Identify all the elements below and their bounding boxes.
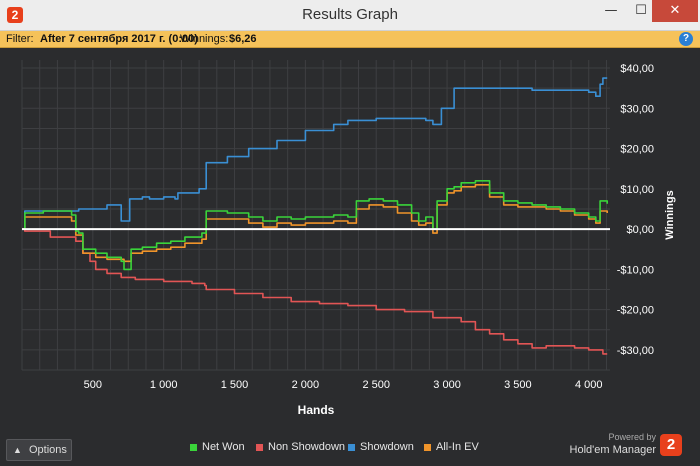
- title-bar: 2 Results Graph — ☐ ✕: [0, 0, 700, 31]
- legend-item-all-in-ev[interactable]: All-In EV: [424, 439, 479, 455]
- brand-logo: 2: [660, 434, 682, 456]
- series-line-showdown: [22, 77, 608, 230]
- filter-value: After 7 сентября 2017 г. (0:00): [40, 33, 198, 45]
- results-chart: $40,00 $30,00 $20,00 $10,00 $0,00 -$10,00 -$20…: [21, 60, 676, 417]
- series-line-non-showdown: [22, 228, 608, 355]
- y-tick-label: $10,00: [620, 184, 654, 196]
- y-tick-label: $40,00: [620, 63, 654, 75]
- x-tick-label: 500: [84, 379, 102, 391]
- legend-item-net-won[interactable]: Net Won: [190, 439, 245, 455]
- maximize-button[interactable]: ☐: [635, 3, 647, 18]
- series-lines: [22, 77, 608, 355]
- minimize-button[interactable]: —: [604, 3, 618, 18]
- winnings-label: Winnings:: [180, 33, 229, 45]
- app-icon: 2: [7, 7, 23, 23]
- y-tick-label: $30,00: [620, 103, 654, 115]
- x-axis-label: Hands: [298, 403, 335, 417]
- y-tick-label: -$10,00: [617, 264, 654, 276]
- legend-label: Non Showdown: [268, 441, 346, 453]
- legend-swatch: [256, 443, 263, 451]
- powered-by-text: Powered by: [608, 432, 656, 442]
- options-button[interactable]: ▲ Options: [6, 439, 72, 461]
- x-tick-label: 1 000: [150, 379, 178, 391]
- y-tick-label: $20,00: [620, 144, 654, 156]
- x-tick-label: 4 000: [575, 379, 603, 391]
- plot-area: [22, 60, 610, 370]
- y-tick-label: -$30,00: [617, 345, 654, 357]
- x-tick-label: 3 000: [433, 379, 461, 391]
- legend-swatch: [424, 443, 431, 451]
- window-title: Results Graph: [302, 6, 398, 23]
- legend-label: All-In EV: [436, 441, 479, 453]
- y-tick-label: -$20,00: [617, 305, 654, 317]
- x-tick-labels: 500 1 000 1 500 2 000 2 500 3 000 3 500 4 000: [84, 379, 603, 391]
- close-button[interactable]: ✕: [652, 0, 698, 22]
- x-tick-label: 2 000: [292, 379, 320, 391]
- x-tick-label: 2 500: [362, 379, 390, 391]
- legend-label: Net Won: [202, 441, 245, 453]
- help-icon[interactable]: ?: [679, 32, 693, 46]
- options-label: Options: [29, 444, 67, 456]
- chevron-up-icon: ▲: [13, 445, 22, 455]
- y-axis-label: Winnings: [664, 190, 676, 239]
- legend-label: Showdown: [360, 441, 414, 453]
- legend-swatch: [190, 443, 197, 451]
- legend-item-showdown[interactable]: Showdown: [348, 439, 414, 455]
- y-tick-labels: $40,00 $30,00 $20,00 $10,00 $0,00 -$10,00 -$20…: [617, 63, 654, 357]
- legend-swatch: [348, 443, 355, 451]
- filter-label: Filter:: [6, 33, 34, 45]
- x-tick-label: 1 500: [221, 379, 249, 391]
- legend-item-non-showdown[interactable]: Non Showdown: [256, 439, 345, 455]
- filter-bar[interactable]: Filter: After 7 сентября 2017 г. (0:00) …: [0, 31, 700, 48]
- winnings-value: $6,26: [229, 33, 257, 45]
- y-tick-label: $0,00: [626, 224, 654, 236]
- brand-name: Hold'em Manager: [569, 444, 656, 456]
- series-line-net-won: [22, 180, 608, 271]
- x-tick-label: 3 500: [504, 379, 532, 391]
